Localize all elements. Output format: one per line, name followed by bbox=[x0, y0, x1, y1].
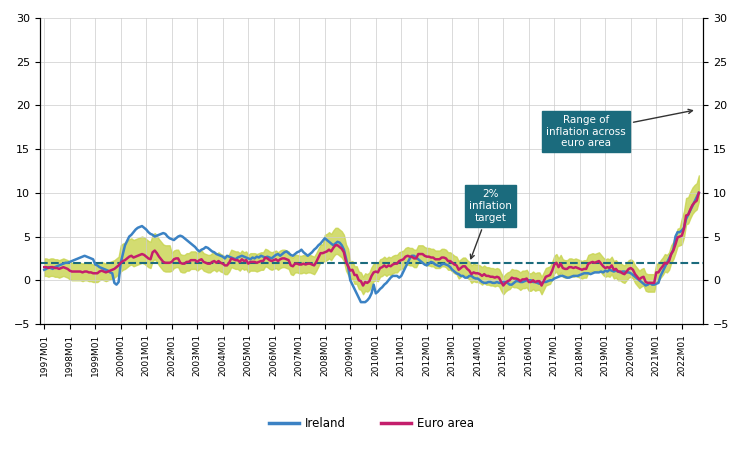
Line: Ireland: Ireland bbox=[45, 193, 699, 302]
Euro area bbox=[256, 258, 265, 264]
Euro area bbox=[110, 266, 119, 272]
Ireland bbox=[40, 267, 49, 272]
Ireland bbox=[694, 190, 703, 195]
Line: Euro area: Euro area bbox=[45, 193, 699, 285]
Text: 2%
inflation
target: 2% inflation target bbox=[469, 189, 512, 259]
Euro area bbox=[42, 265, 51, 270]
Euro area bbox=[186, 257, 195, 263]
Ireland bbox=[256, 253, 265, 258]
Euro area bbox=[40, 265, 49, 270]
Euro area bbox=[367, 273, 376, 279]
Ireland bbox=[42, 266, 51, 272]
Euro area bbox=[694, 190, 703, 195]
Euro area bbox=[358, 283, 367, 288]
Text: Range of
inflation across
euro area: Range of inflation across euro area bbox=[547, 109, 692, 148]
Ireland bbox=[301, 252, 310, 257]
Ireland bbox=[186, 241, 195, 246]
Legend: Ireland, Euro area: Ireland, Euro area bbox=[265, 412, 479, 434]
Ireland bbox=[110, 280, 119, 286]
Ireland bbox=[367, 291, 376, 296]
Ireland bbox=[356, 299, 365, 305]
Euro area bbox=[301, 262, 310, 267]
